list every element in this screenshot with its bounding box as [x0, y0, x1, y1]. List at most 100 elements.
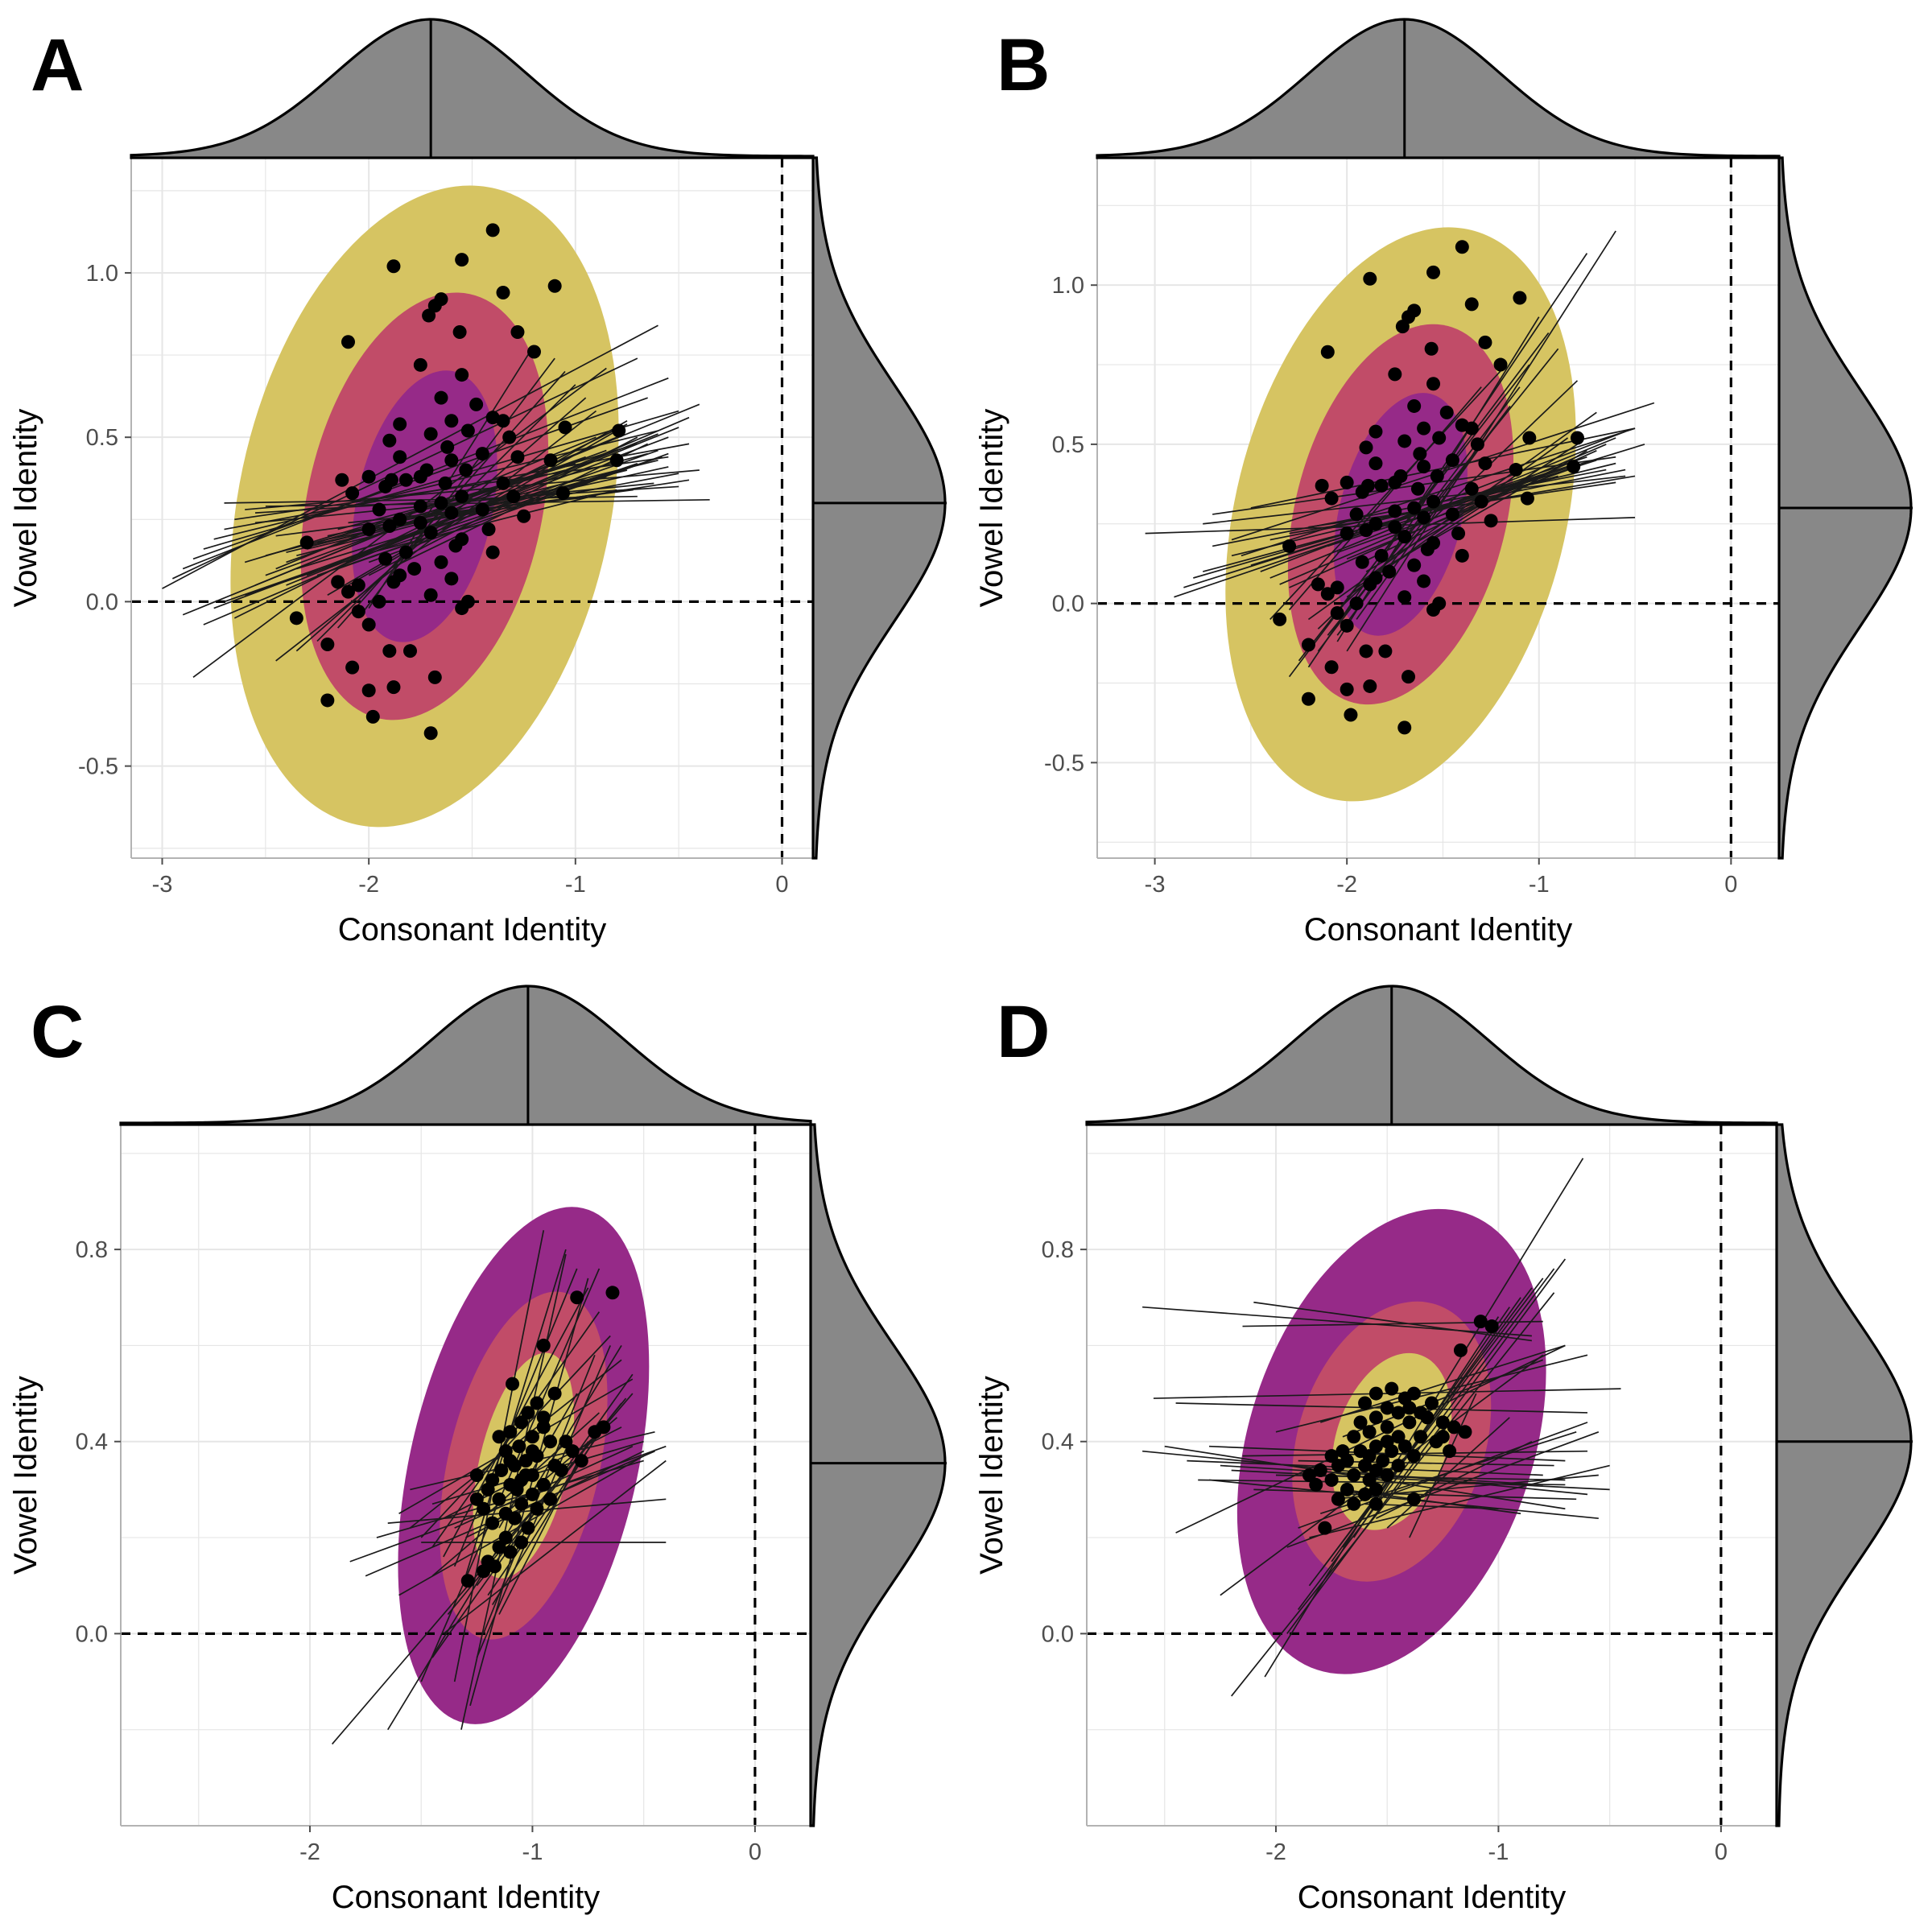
data-point	[514, 1535, 529, 1550]
data-point	[1426, 265, 1441, 279]
slope-line	[1286, 1258, 1567, 1634]
slope-line	[1409, 1393, 1477, 1538]
data-point	[1464, 421, 1479, 436]
data-point	[1368, 1410, 1383, 1425]
data-point	[1315, 478, 1329, 493]
data-point	[1340, 1482, 1354, 1496]
x-tick-label: -1	[522, 1839, 543, 1865]
data-point	[1432, 597, 1447, 611]
data-point	[1380, 1420, 1394, 1435]
data-point	[460, 423, 475, 438]
data-point	[1391, 1406, 1406, 1420]
plot-content	[1087, 1125, 1777, 1826]
data-point	[427, 299, 442, 313]
data-point	[1570, 431, 1584, 445]
data-point	[558, 420, 572, 435]
data-point	[1435, 1430, 1450, 1444]
slope-line	[1364, 1503, 1499, 1510]
data-point	[1376, 1454, 1390, 1468]
data-point	[1344, 708, 1358, 722]
data-point	[481, 522, 496, 537]
slope-line	[443, 1459, 667, 1635]
data-point	[1478, 335, 1492, 349]
data-point	[1435, 1415, 1450, 1430]
data-point	[1417, 510, 1431, 525]
y-tick-label: 0.0	[1042, 1621, 1074, 1647]
data-point	[1388, 475, 1402, 489]
data-point	[1349, 507, 1364, 522]
data-point	[1388, 367, 1402, 382]
data-point	[506, 1377, 520, 1391]
data-point	[413, 469, 427, 484]
data-point	[440, 440, 455, 454]
slope-line	[453, 1268, 578, 1567]
data-point	[1453, 1343, 1468, 1357]
data-point	[382, 433, 397, 448]
data-point	[1417, 421, 1431, 436]
data-point	[1445, 507, 1459, 522]
data-point	[1353, 1415, 1368, 1430]
data-point	[1406, 1449, 1421, 1463]
slope-line	[357, 357, 555, 619]
slope-line	[431, 1373, 634, 1658]
data-point	[1382, 564, 1397, 579]
data-point	[1355, 485, 1369, 499]
data-point	[565, 1444, 580, 1459]
data-point	[1455, 548, 1469, 563]
data-point	[574, 1454, 588, 1468]
data-point	[1347, 1430, 1361, 1444]
data-point	[1359, 644, 1373, 658]
data-point	[1368, 1439, 1383, 1454]
slope-line	[1309, 1464, 1610, 1538]
data-point	[517, 509, 531, 523]
y-tick-label: 0.4	[1042, 1430, 1074, 1455]
data-point	[1324, 1472, 1339, 1487]
data-point	[514, 1496, 529, 1511]
data-point	[1363, 577, 1377, 592]
x-tick-label: -3	[152, 872, 173, 898]
y-tick-label: 0.0	[86, 589, 118, 615]
data-point	[1309, 1477, 1323, 1492]
slope-line	[1231, 1469, 1610, 1491]
data-point	[1493, 357, 1508, 372]
data-point	[485, 1516, 500, 1530]
data-point	[1391, 1430, 1406, 1444]
data-point	[345, 660, 360, 675]
data-point	[1430, 469, 1444, 483]
data-point	[588, 1425, 602, 1439]
slope-line	[224, 449, 658, 603]
data-point	[1478, 456, 1492, 471]
x-axis-title: Consonant Identity	[1298, 1880, 1567, 1915]
data-point	[494, 1463, 509, 1478]
y-tick-label: 0.8	[76, 1237, 108, 1263]
data-point	[1358, 1459, 1373, 1473]
x-tick-label: 0	[775, 872, 788, 898]
data-point	[1445, 453, 1459, 468]
data-point	[507, 1511, 522, 1525]
data-point	[448, 539, 463, 553]
data-point	[1473, 1315, 1488, 1329]
data-point	[1484, 1319, 1499, 1334]
data-point	[459, 463, 473, 477]
data-point	[498, 1530, 513, 1545]
data-point	[512, 1439, 526, 1454]
data-point	[1426, 494, 1441, 509]
data-point	[345, 486, 360, 501]
slope-line	[1356, 444, 1578, 588]
slope-line	[376, 1459, 644, 1538]
data-point	[1380, 1401, 1394, 1415]
data-point	[413, 515, 427, 530]
data-point	[536, 1420, 551, 1435]
data-point	[1347, 1496, 1361, 1511]
data-point	[518, 1468, 533, 1482]
data-point	[1407, 501, 1422, 515]
data-point	[1340, 618, 1354, 633]
data-point	[1520, 491, 1534, 506]
data-point	[1413, 447, 1427, 461]
data-point	[521, 1521, 535, 1535]
data-point	[438, 476, 452, 490]
data-point	[510, 324, 525, 339]
data-point	[1388, 520, 1402, 535]
data-point	[1362, 1425, 1377, 1439]
data-point	[1420, 542, 1435, 556]
